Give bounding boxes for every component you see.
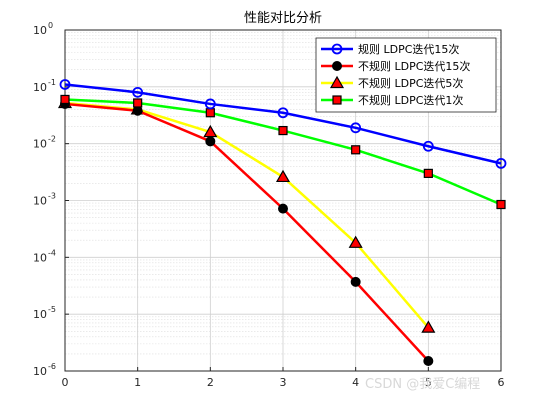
- legend-label: 不规则 LDPC迭代1次: [358, 93, 463, 107]
- data-point: [422, 140, 434, 152]
- data-point: [133, 98, 143, 108]
- legend-entry: 规则 LDPC迭代15次: [321, 42, 459, 56]
- series-irregular-15: [60, 98, 434, 366]
- data-point: [423, 355, 434, 366]
- data-point: [421, 320, 436, 333]
- y-tick-label: 10 -6: [33, 362, 56, 378]
- legend-entry: 不规则 LDPC迭代15次: [321, 59, 470, 73]
- y-tick-base: 10: [33, 195, 47, 208]
- data-point: [205, 136, 216, 147]
- legend-marker: [329, 75, 345, 89]
- y-tick-base: 10: [33, 138, 47, 151]
- y-tick-base: 10: [33, 365, 47, 378]
- data-point: [60, 94, 70, 105]
- data-point: [495, 157, 507, 169]
- watermark: CSDN @我爱C编程: [365, 377, 480, 392]
- y-tick-exponent: 0: [48, 21, 53, 30]
- data-point: [351, 145, 361, 155]
- legend-entry: 不规则 LDPC迭代5次: [321, 75, 463, 90]
- data-point: [275, 169, 291, 183]
- y-tick-label: 10 0: [33, 21, 53, 37]
- data-point: [348, 235, 363, 248]
- x-tick-label: 3: [280, 376, 287, 389]
- y-tick-base: 10: [33, 308, 47, 321]
- y-tick-label: 10 -3: [33, 192, 56, 208]
- y-tick-exponent: -5: [48, 305, 56, 314]
- x-tick-label: 6: [498, 376, 505, 389]
- data-point: [278, 203, 288, 214]
- y-tick-label: 10 -1: [33, 78, 56, 94]
- legend-label: 不规则 LDPC迭代5次: [358, 76, 463, 90]
- y-tick-exponent: -2: [48, 135, 56, 144]
- y-tick-base: 10: [33, 251, 47, 264]
- y-tick-exponent: -3: [48, 192, 56, 201]
- data-point: [205, 108, 215, 118]
- data-point: [59, 79, 71, 90]
- x-tick-label: 0: [62, 376, 69, 389]
- legend-marker: [331, 43, 343, 55]
- series-layer: [57, 79, 507, 366]
- y-tick-base: 10: [33, 81, 47, 94]
- data-point: [350, 276, 361, 287]
- y-tick-exponent: -1: [48, 78, 56, 87]
- series-regular-15: [59, 79, 507, 169]
- legend-label: 不规则 LDPC迭代15次: [358, 59, 470, 73]
- y-tick-label: 10 -4: [33, 248, 56, 264]
- data-point: [423, 168, 433, 178]
- x-axis: 0 1 2 3 4 5 6: [62, 367, 505, 389]
- y-tick-label: 10 -2: [33, 135, 56, 151]
- x-tick-label: 5: [425, 376, 432, 389]
- x-tick-label: 4: [352, 376, 359, 389]
- legend-entry: 不规则 LDPC迭代1次: [321, 93, 463, 107]
- chart-title: 性能对比分析: [244, 11, 322, 26]
- x-tick-label: 1: [134, 376, 141, 389]
- y-tick-exponent: -4: [48, 248, 56, 257]
- series-irregular-15-line: [64, 102, 430, 362]
- legend-label: 规则 LDPC迭代15次: [358, 42, 459, 56]
- series-regular-15-line: [64, 83, 502, 165]
- x-tick-label: 2: [207, 376, 214, 389]
- data-point: [350, 122, 362, 134]
- series-irregular-1: [60, 94, 506, 210]
- y-tick-exponent: -6: [48, 362, 56, 371]
- data-point: [204, 98, 216, 110]
- data-point: [278, 125, 288, 136]
- data-point: [132, 86, 144, 98]
- data-point: [277, 107, 289, 119]
- legend-marker: [332, 61, 342, 71]
- legend-marker: [332, 95, 342, 105]
- series-irregular-5-line: [64, 101, 430, 329]
- y-tick-base: 10: [33, 24, 47, 37]
- y-tick-label: 10 -5: [33, 305, 56, 321]
- data-point: [496, 199, 506, 210]
